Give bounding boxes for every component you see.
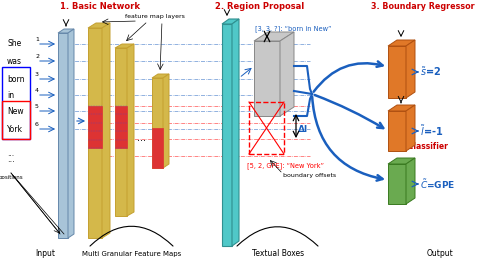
Polygon shape	[115, 106, 127, 148]
Text: $\tilde{C}$=GPE: $\tilde{C}$=GPE	[420, 177, 456, 191]
Polygon shape	[406, 105, 415, 151]
Polygon shape	[152, 78, 163, 168]
Text: in: in	[7, 90, 14, 99]
Polygon shape	[163, 74, 169, 168]
Polygon shape	[232, 19, 239, 246]
Text: Δs: Δs	[255, 78, 268, 88]
Polygon shape	[254, 41, 280, 116]
Text: 4: 4	[35, 88, 39, 93]
Text: feature map layers: feature map layers	[125, 14, 185, 19]
Text: New: New	[7, 106, 24, 115]
Polygon shape	[152, 128, 163, 168]
Text: 1: 1	[35, 37, 39, 42]
Text: was: was	[7, 56, 22, 65]
Text: Output: Output	[426, 249, 454, 258]
Text: Textual Boxes: Textual Boxes	[252, 249, 304, 258]
Polygon shape	[102, 23, 110, 238]
Polygon shape	[406, 40, 415, 98]
Polygon shape	[254, 32, 294, 41]
Polygon shape	[88, 23, 110, 28]
Polygon shape	[388, 105, 415, 111]
Polygon shape	[280, 32, 294, 116]
Text: $\tilde{s}$=2: $\tilde{s}$=2	[420, 65, 441, 78]
Polygon shape	[388, 164, 406, 204]
Text: boundary offsets: boundary offsets	[283, 173, 336, 178]
Text: 5: 5	[35, 104, 39, 109]
Text: ...: ...	[7, 148, 14, 157]
Text: 6: 6	[35, 122, 39, 127]
Polygon shape	[58, 29, 74, 33]
Text: Input: Input	[35, 249, 55, 258]
Text: born: born	[7, 74, 24, 84]
Text: ...: ...	[136, 133, 145, 143]
Polygon shape	[222, 24, 232, 246]
Polygon shape	[115, 44, 134, 48]
Polygon shape	[88, 106, 102, 148]
Polygon shape	[388, 111, 406, 151]
Polygon shape	[406, 158, 415, 204]
Polygon shape	[88, 28, 102, 238]
Polygon shape	[152, 74, 169, 78]
Text: York: York	[7, 124, 23, 134]
Text: 2: 2	[35, 54, 39, 59]
Polygon shape	[115, 48, 127, 216]
Polygon shape	[388, 158, 415, 164]
Text: $\tilde{l}$=-1: $\tilde{l}$=-1	[420, 123, 444, 139]
Text: 2. Region Proposal: 2. Region Proposal	[216, 2, 304, 11]
Text: [5, 2, GPE]: “New York”: [5, 2, GPE]: “New York”	[247, 163, 324, 169]
Polygon shape	[388, 40, 415, 46]
Text: She: She	[7, 39, 21, 48]
Text: 1. Basic Network: 1. Basic Network	[60, 2, 140, 11]
Text: [3, 3, ?]: “born in New”: [3, 3, ?]: “born in New”	[255, 26, 332, 32]
Polygon shape	[58, 33, 68, 238]
Polygon shape	[68, 29, 74, 238]
Text: Δl: Δl	[298, 124, 308, 134]
Polygon shape	[388, 46, 406, 98]
Text: 4. Classifier: 4. Classifier	[396, 142, 448, 151]
Text: Multi Granular Feature Maps: Multi Granular Feature Maps	[82, 251, 182, 257]
Text: positions: positions	[0, 176, 24, 181]
Text: 3. Boundary Regressor: 3. Boundary Regressor	[371, 2, 475, 11]
Polygon shape	[127, 44, 134, 216]
Text: ...: ...	[7, 155, 15, 164]
Polygon shape	[222, 19, 239, 24]
Text: 3: 3	[35, 72, 39, 77]
